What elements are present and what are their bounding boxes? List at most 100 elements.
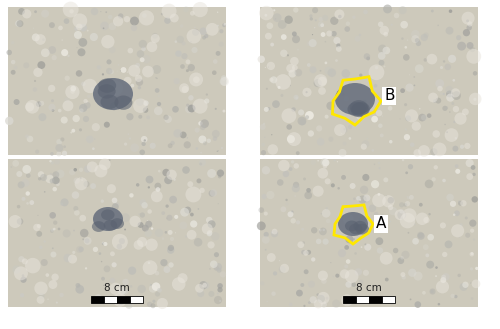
Circle shape [194, 128, 200, 133]
Circle shape [340, 126, 347, 134]
Circle shape [282, 171, 290, 177]
Circle shape [294, 195, 296, 197]
Circle shape [212, 130, 220, 138]
Circle shape [220, 29, 224, 33]
Circle shape [465, 216, 468, 219]
Circle shape [76, 47, 78, 48]
Circle shape [144, 139, 146, 141]
Circle shape [296, 96, 298, 99]
Circle shape [278, 266, 286, 273]
Circle shape [206, 23, 218, 36]
Text: A: A [376, 216, 386, 232]
Circle shape [84, 238, 89, 243]
Circle shape [263, 123, 265, 125]
Circle shape [76, 283, 80, 288]
Circle shape [182, 86, 188, 93]
Circle shape [320, 70, 322, 72]
Circle shape [219, 300, 221, 302]
Circle shape [220, 271, 226, 278]
Circle shape [334, 124, 346, 136]
Circle shape [257, 221, 266, 230]
Circle shape [336, 161, 338, 163]
Circle shape [48, 46, 56, 54]
Circle shape [424, 58, 427, 62]
Circle shape [270, 43, 274, 46]
Circle shape [296, 220, 300, 224]
Circle shape [374, 164, 375, 165]
Circle shape [72, 129, 75, 133]
Circle shape [400, 272, 406, 277]
Circle shape [334, 10, 344, 19]
Circle shape [444, 63, 451, 70]
Circle shape [174, 215, 178, 219]
Circle shape [185, 105, 193, 113]
Circle shape [154, 107, 162, 115]
Circle shape [378, 60, 384, 65]
Circle shape [326, 31, 332, 37]
Circle shape [74, 31, 82, 39]
Circle shape [362, 140, 370, 148]
Bar [382, 296, 395, 303]
Circle shape [281, 34, 286, 40]
Circle shape [276, 74, 291, 90]
Circle shape [460, 223, 462, 227]
Circle shape [206, 231, 212, 237]
Circle shape [259, 6, 274, 20]
Circle shape [434, 165, 438, 169]
Circle shape [362, 195, 370, 203]
Circle shape [270, 76, 277, 83]
Circle shape [53, 228, 56, 230]
Circle shape [79, 108, 84, 113]
Circle shape [92, 123, 100, 131]
Circle shape [112, 197, 117, 203]
Circle shape [384, 32, 388, 37]
Circle shape [180, 64, 185, 69]
Circle shape [380, 26, 389, 35]
Circle shape [124, 142, 127, 146]
Circle shape [310, 14, 312, 17]
Circle shape [14, 266, 28, 280]
Circle shape [346, 21, 350, 26]
Circle shape [84, 99, 87, 103]
Circle shape [78, 246, 84, 252]
Circle shape [400, 88, 405, 93]
Circle shape [198, 121, 202, 126]
Circle shape [138, 40, 147, 48]
Circle shape [83, 116, 89, 122]
Circle shape [64, 145, 66, 148]
Circle shape [184, 207, 191, 214]
Circle shape [118, 286, 126, 295]
Circle shape [272, 291, 276, 296]
Circle shape [449, 111, 450, 113]
Circle shape [388, 98, 392, 101]
Circle shape [188, 95, 194, 100]
Circle shape [170, 13, 178, 22]
Circle shape [113, 293, 126, 307]
Circle shape [306, 250, 311, 255]
Circle shape [137, 237, 147, 247]
Circle shape [130, 143, 139, 152]
Circle shape [146, 176, 154, 184]
Circle shape [50, 212, 56, 219]
Circle shape [161, 13, 164, 15]
Circle shape [212, 136, 217, 141]
Circle shape [170, 141, 174, 145]
Circle shape [428, 234, 434, 240]
Circle shape [25, 102, 34, 112]
Circle shape [156, 78, 158, 79]
Circle shape [258, 56, 265, 63]
Circle shape [324, 41, 326, 42]
Circle shape [84, 237, 92, 245]
Circle shape [314, 27, 316, 28]
Circle shape [96, 65, 101, 70]
Circle shape [135, 63, 140, 68]
Circle shape [300, 283, 304, 287]
Circle shape [359, 73, 362, 77]
Circle shape [218, 203, 219, 204]
Circle shape [341, 175, 346, 180]
Circle shape [418, 114, 426, 121]
Circle shape [306, 41, 311, 46]
Circle shape [338, 187, 340, 190]
Circle shape [124, 229, 126, 230]
Circle shape [164, 115, 172, 123]
